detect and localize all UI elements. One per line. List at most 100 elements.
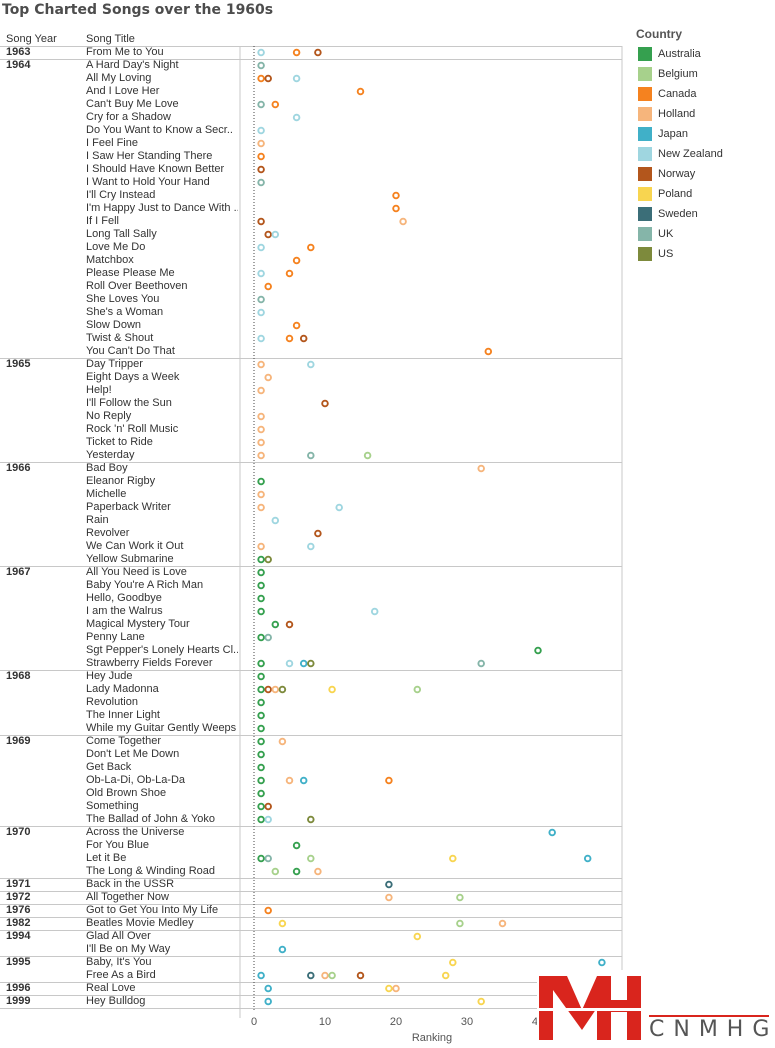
data-point-canada[interactable]	[264, 282, 272, 291]
data-point-australia[interactable]	[257, 594, 265, 603]
data-point-holland[interactable]	[385, 893, 393, 902]
data-point-new-zealand[interactable]	[307, 360, 315, 369]
data-point-poland[interactable]	[449, 854, 457, 863]
legend-item[interactable]: New Zealand	[636, 144, 723, 164]
legend-item[interactable]: UK	[636, 224, 723, 244]
data-point-australia[interactable]	[257, 568, 265, 577]
data-point-australia[interactable]	[257, 750, 265, 759]
data-point-australia[interactable]	[257, 802, 265, 811]
data-point-australia[interactable]	[257, 815, 265, 824]
data-point-holland[interactable]	[392, 984, 400, 993]
data-point-canada[interactable]	[292, 321, 301, 330]
data-point-canada[interactable]	[292, 48, 301, 57]
data-point-holland[interactable]	[498, 919, 507, 928]
data-point-belgium[interactable]	[363, 451, 372, 460]
data-point-norway[interactable]	[356, 971, 365, 980]
data-point-holland[interactable]	[257, 412, 265, 421]
data-point-australia[interactable]	[257, 581, 265, 590]
data-point-canada[interactable]	[385, 776, 393, 785]
legend-item[interactable]: Belgium	[636, 64, 723, 84]
data-point-poland[interactable]	[413, 932, 422, 941]
data-point-australia[interactable]	[257, 659, 265, 668]
data-point-holland[interactable]	[278, 737, 287, 746]
data-point-holland[interactable]	[257, 490, 265, 499]
legend-item[interactable]: Australia	[636, 44, 723, 64]
data-point-holland[interactable]	[257, 386, 265, 395]
data-point-australia[interactable]	[292, 867, 301, 876]
data-point-norway[interactable]	[321, 399, 329, 408]
data-point-poland[interactable]	[477, 997, 485, 1006]
data-point-belgium[interactable]	[456, 893, 464, 902]
data-point-norway[interactable]	[264, 685, 272, 694]
data-point-australia[interactable]	[257, 555, 265, 564]
data-point-japan[interactable]	[583, 854, 592, 863]
data-point-belgium[interactable]	[413, 685, 422, 694]
data-point-new-zealand[interactable]	[285, 659, 294, 668]
legend-item[interactable]: Norway	[636, 164, 723, 184]
data-point-canada[interactable]	[271, 100, 280, 109]
data-point-japan[interactable]	[598, 958, 606, 967]
data-point-new-zealand[interactable]	[271, 230, 280, 239]
legend-item[interactable]: Canada	[636, 84, 723, 104]
data-point-canada[interactable]	[356, 87, 365, 96]
data-point-new-zealand[interactable]	[307, 542, 315, 551]
data-point-australia[interactable]	[257, 477, 265, 486]
data-point-holland[interactable]	[257, 360, 265, 369]
data-point-uk[interactable]	[264, 633, 272, 642]
data-point-norway[interactable]	[264, 74, 272, 83]
data-point-us[interactable]	[307, 815, 315, 824]
data-point-holland[interactable]	[314, 867, 322, 876]
data-point-norway[interactable]	[264, 230, 272, 239]
data-point-poland[interactable]	[449, 958, 457, 967]
data-point-new-zealand[interactable]	[264, 815, 272, 824]
data-point-australia[interactable]	[257, 633, 265, 642]
data-point-holland[interactable]	[477, 464, 485, 473]
data-point-sweden[interactable]	[385, 880, 393, 889]
data-point-holland[interactable]	[257, 425, 265, 434]
data-point-uk[interactable]	[257, 178, 265, 187]
data-point-new-zealand[interactable]	[257, 126, 265, 135]
data-point-us[interactable]	[307, 659, 315, 668]
data-point-australia[interactable]	[257, 607, 265, 616]
data-point-uk[interactable]	[477, 659, 485, 668]
data-point-japan[interactable]	[548, 828, 556, 837]
data-point-belgium[interactable]	[328, 971, 336, 980]
data-point-holland[interactable]	[257, 542, 265, 551]
legend-item[interactable]: US	[636, 244, 723, 264]
data-point-australia[interactable]	[257, 724, 265, 733]
data-point-uk[interactable]	[307, 451, 315, 460]
data-point-poland[interactable]	[328, 685, 336, 694]
data-point-us[interactable]	[278, 685, 287, 694]
data-point-sweden[interactable]	[307, 971, 315, 980]
data-point-japan[interactable]	[278, 945, 287, 954]
data-point-holland[interactable]	[257, 139, 265, 148]
data-point-us[interactable]	[264, 555, 272, 564]
data-point-new-zealand[interactable]	[257, 243, 265, 252]
data-point-norway[interactable]	[264, 802, 272, 811]
data-point-canada[interactable]	[392, 204, 400, 213]
data-point-uk[interactable]	[257, 61, 265, 70]
data-point-belgium[interactable]	[456, 919, 464, 928]
data-point-holland[interactable]	[257, 503, 265, 512]
data-point-holland[interactable]	[264, 373, 272, 382]
data-point-australia[interactable]	[257, 685, 265, 694]
data-point-holland[interactable]	[257, 438, 265, 447]
data-point-new-zealand[interactable]	[257, 269, 265, 278]
data-point-australia[interactable]	[257, 776, 265, 785]
data-point-holland[interactable]	[321, 971, 329, 980]
data-point-australia[interactable]	[534, 646, 542, 655]
data-point-japan[interactable]	[299, 659, 308, 668]
data-point-new-zealand[interactable]	[335, 503, 343, 512]
data-point-japan[interactable]	[257, 971, 265, 980]
data-point-canada[interactable]	[257, 152, 265, 161]
data-point-canada[interactable]	[264, 906, 272, 915]
data-point-australia[interactable]	[257, 763, 265, 772]
data-point-canada[interactable]	[292, 256, 301, 265]
data-point-japan[interactable]	[264, 984, 272, 993]
data-point-canada[interactable]	[285, 334, 294, 343]
data-point-norway[interactable]	[257, 217, 265, 226]
data-point-australia[interactable]	[257, 698, 265, 707]
data-point-new-zealand[interactable]	[257, 334, 265, 343]
data-point-belgium[interactable]	[307, 854, 315, 863]
data-point-canada[interactable]	[392, 191, 400, 200]
